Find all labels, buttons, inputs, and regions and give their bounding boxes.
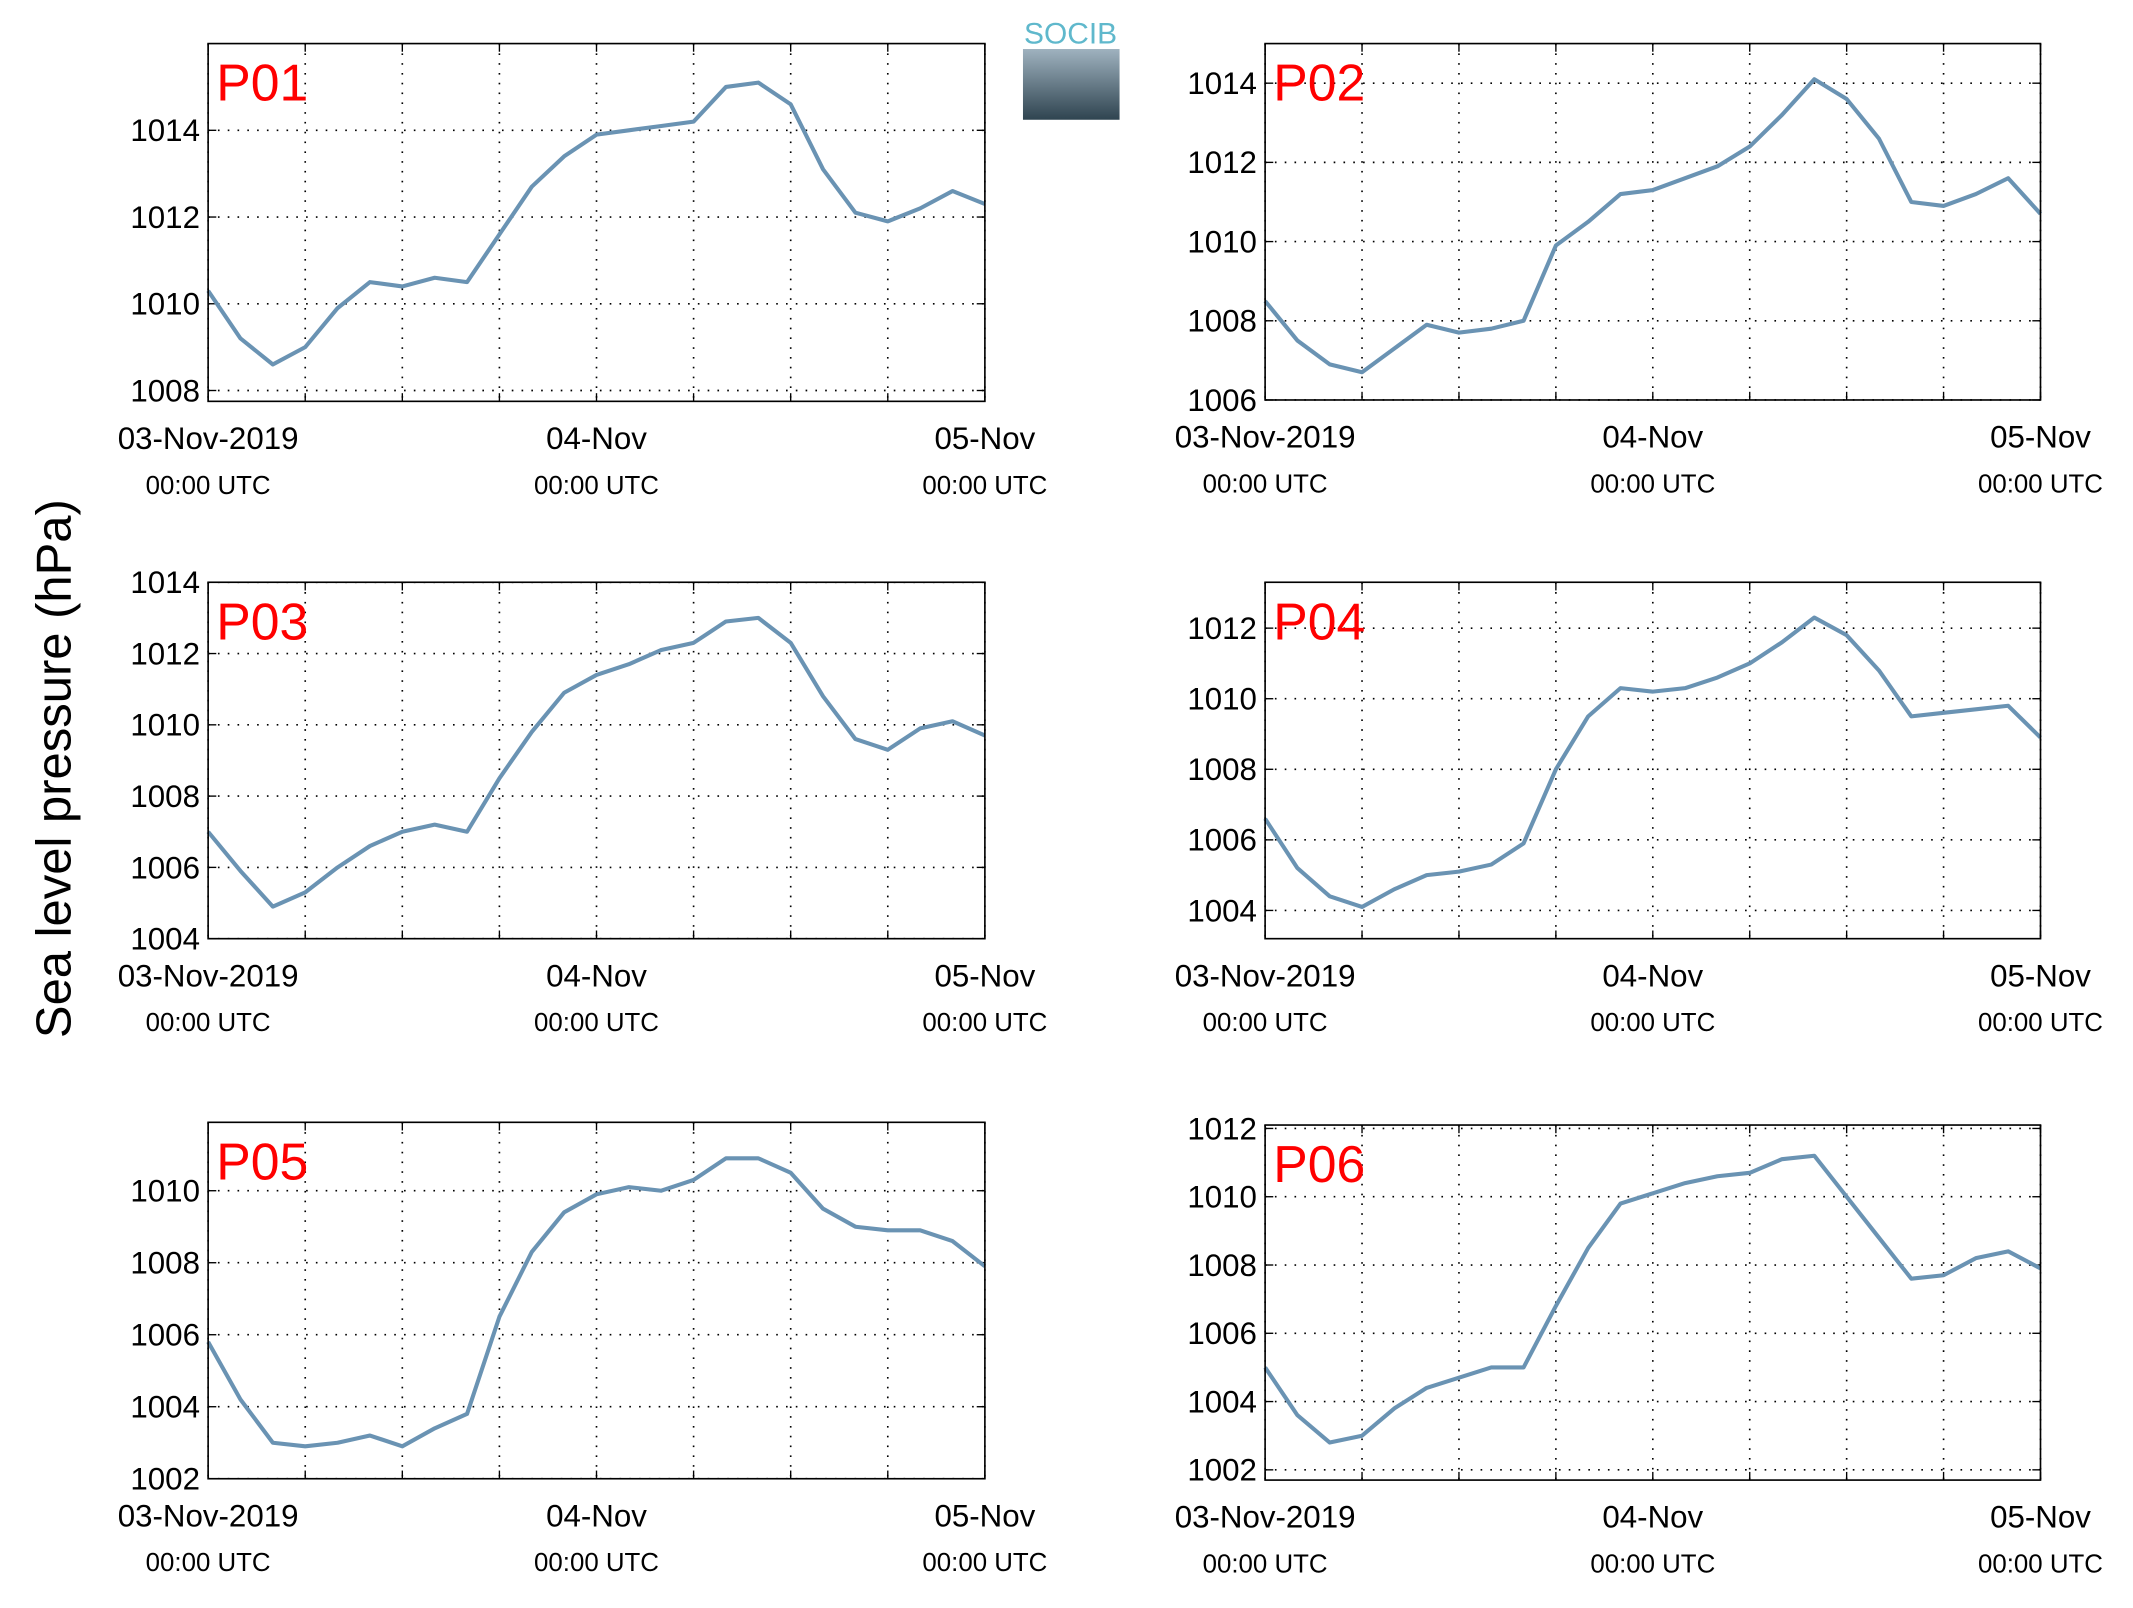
y-tick-label: 1008 [1187,752,1257,787]
plot-frame [1264,42,2042,401]
x-tick-sublabel: 00:00 UTC [534,472,659,500]
y-tick-label: 1006 [1187,383,1257,418]
plot-area [1265,43,2041,400]
x-tick-sublabel: 00:00 UTC [922,1009,1047,1037]
y-tick-label: 1004 [1187,1384,1257,1419]
plot-frame [207,1121,986,1480]
y-tick-label: 1006 [130,1318,200,1353]
x-tick-label: 03-Nov-2019 [118,421,299,456]
line-series [1263,615,2042,909]
y-tick-label: 1012 [130,636,200,671]
x-tick-sublabel: 00:00 UTC [1978,1009,2103,1037]
x-tick-label: 04-Nov [1602,420,1703,455]
y-tick-label: 1008 [130,373,200,408]
y-tick-label: 1012 [1187,611,1257,646]
y-tick-label: 1010 [1187,224,1257,259]
x-tick-label: 05-Nov [1990,420,2091,455]
panel-title: P04 [1273,592,1365,650]
y-tick-label: 1004 [130,922,200,957]
x-tick-label: 03-Nov-2019 [1175,958,1356,993]
y-axis-label: Sea level pressure (hPa) [28,499,82,1038]
y-tick-label: 1006 [1187,823,1257,858]
x-tick-sublabel: 00:00 UTC [922,1549,1047,1577]
x-tick-label: 03-Nov-2019 [118,958,299,993]
x-tick-label: 04-Nov [546,958,647,993]
x-tick-sublabel: 00:00 UTC [1978,1551,2103,1579]
plot-area [208,582,985,939]
x-tick-label: 05-Nov [934,1498,1035,1533]
x-tick-sublabel: 00:00 UTC [146,1009,271,1037]
x-tick-label: 03-Nov-2019 [1175,420,1356,455]
line-series [206,1156,987,1449]
x-tick-sublabel: 00:00 UTC [146,1549,271,1577]
y-tick-label: 1008 [1187,1248,1257,1283]
y-tick-label: 1014 [130,113,200,148]
panel-title: P03 [216,592,308,650]
x-tick-sublabel: 00:00 UTC [922,472,1047,500]
y-tick-label: 1002 [130,1462,200,1497]
plot-frame [207,581,986,940]
plot-area [208,1122,985,1479]
y-tick-label: 1006 [1187,1316,1257,1351]
plot-frame [1264,581,2042,940]
line-series [1263,77,2043,375]
x-tick-label: 05-Nov [1990,1500,2091,1535]
x-tick-sublabel: 00:00 UTC [1203,470,1328,498]
y-tick-label: 1004 [1187,893,1257,928]
y-tick-label: 1010 [130,1174,200,1209]
x-tick-label: 05-Nov [1990,958,2091,993]
x-tick-label: 05-Nov [934,421,1035,456]
x-tick-label: 05-Nov [934,958,1035,993]
y-tick-label: 1010 [130,708,200,743]
x-tick-sublabel: 00:00 UTC [1203,1551,1328,1579]
line-series [1263,1153,2042,1445]
x-tick-label: 04-Nov [1602,958,1703,993]
logo: SOCIB [1024,18,1117,51]
x-tick-sublabel: 00:00 UTC [534,1009,659,1037]
plot-frame [1264,1124,2042,1481]
x-tick-sublabel: 00:00 UTC [1590,1009,1715,1037]
plot-frame [207,42,986,403]
y-tick-label: 1010 [1187,1180,1257,1215]
x-tick-sublabel: 00:00 UTC [1203,1009,1328,1037]
x-tick-sublabel: 00:00 UTC [534,1549,659,1577]
panel-title: P01 [216,54,308,112]
x-tick-label: 04-Nov [546,421,647,456]
y-tick-label: 1010 [130,287,200,322]
y-tick-label: 1004 [130,1390,200,1425]
x-tick-sublabel: 00:00 UTC [1978,470,2103,498]
y-tick-label: 1010 [1187,682,1257,717]
x-tick-label: 03-Nov-2019 [1175,1500,1356,1535]
x-tick-label: 03-Nov-2019 [118,1498,299,1533]
logo-block [1022,49,1120,120]
x-tick-sublabel: 00:00 UTC [1590,1551,1715,1579]
x-tick-sublabel: 00:00 UTC [146,472,271,500]
panel-title: P06 [1273,1135,1365,1193]
line-series [206,80,986,367]
panel-title: P02 [1273,54,1365,112]
x-tick-label: 04-Nov [546,1498,647,1533]
y-tick-label: 1008 [130,1246,200,1281]
y-tick-label: 1002 [1187,1453,1257,1488]
x-tick-sublabel: 00:00 UTC [1590,470,1715,498]
y-tick-label: 1008 [130,779,200,814]
panel-title: P05 [216,1132,308,1190]
y-tick-label: 1014 [1187,66,1257,101]
y-tick-label: 1014 [130,565,200,600]
y-tick-label: 1008 [1187,304,1257,339]
line-series [206,615,986,909]
y-tick-label: 1006 [130,850,200,885]
y-tick-label: 1012 [1187,145,1257,180]
x-tick-label: 04-Nov [1602,1500,1703,1535]
plot-area [1265,582,2041,939]
y-tick-label: 1012 [130,200,200,235]
y-tick-label: 1012 [1187,1111,1257,1146]
